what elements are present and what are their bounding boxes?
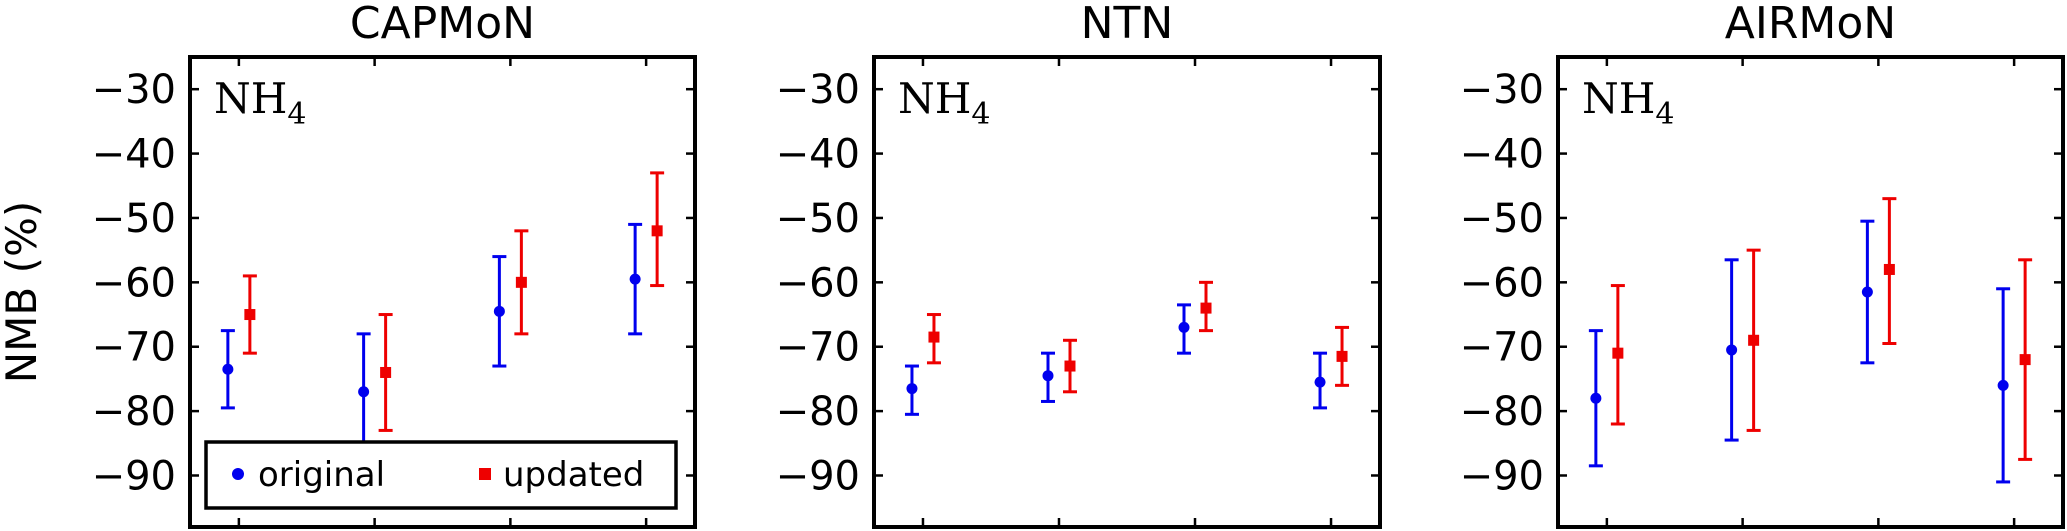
updated-point xyxy=(244,309,256,321)
panel-capmon: CAPMoN −30 −40 −50 −60 −70 −80 −90 NH4 original up… xyxy=(92,0,697,529)
original-point xyxy=(358,386,370,398)
updated-point xyxy=(515,276,527,288)
updated-point xyxy=(1612,347,1624,359)
y-tick-label: −70 xyxy=(776,325,860,371)
y-tick-label: −70 xyxy=(92,325,176,371)
updated-point xyxy=(1883,263,1895,275)
y-tick-label: −50 xyxy=(1460,196,1544,242)
panel-title: NTN xyxy=(1081,0,1174,49)
y-tick-label: −90 xyxy=(776,453,860,499)
species-label: NH4 xyxy=(898,74,990,132)
data-layer xyxy=(1588,197,2033,484)
updated-point xyxy=(1064,360,1076,372)
legend-original-label: original xyxy=(258,455,385,495)
original-point xyxy=(1178,321,1190,333)
legend-frame xyxy=(204,440,678,510)
updated-point xyxy=(1748,334,1760,346)
y-tick-label: −40 xyxy=(776,132,860,178)
data-layer xyxy=(220,171,665,484)
y-tick-label: −30 xyxy=(776,67,860,113)
original-point xyxy=(1861,286,1873,298)
updated-point xyxy=(380,366,392,378)
updated-point xyxy=(651,225,663,237)
y-tick-label: −30 xyxy=(92,67,176,113)
y-tick-label: −40 xyxy=(1460,132,1544,178)
y-axis-label: NMB (%) xyxy=(0,201,46,384)
original-point xyxy=(1997,379,2009,391)
y-tick-label: −80 xyxy=(776,389,860,435)
plot-frame xyxy=(872,55,1382,529)
plot-frame xyxy=(1556,55,2065,529)
original-point xyxy=(1726,344,1738,356)
species-subscript: 4 xyxy=(287,97,306,132)
legend-updated-label: updated xyxy=(503,455,644,495)
legend: original updated xyxy=(204,440,678,510)
updated-point xyxy=(1200,302,1212,314)
y-tick-label: −60 xyxy=(92,260,176,306)
y-tick-label: −60 xyxy=(1460,260,1544,306)
panel-ntn: NTN −30 −40 −50 −60 −70 −80 −90 NH4 xyxy=(776,0,1382,529)
y-tick-label: −40 xyxy=(92,132,176,178)
original-point xyxy=(1042,370,1054,382)
original-point xyxy=(1590,392,1602,404)
y-tick-label: −60 xyxy=(776,260,860,306)
panel-title: CAPMoN xyxy=(350,0,535,49)
plot-frame xyxy=(188,55,697,529)
original-point xyxy=(629,273,641,285)
y-tick-label: −90 xyxy=(92,453,176,499)
y-tick-label: −90 xyxy=(1460,453,1544,499)
y-tick-label: −50 xyxy=(92,196,176,242)
species-label: NH4 xyxy=(214,74,306,132)
original-point xyxy=(906,383,918,395)
species-label: NH4 xyxy=(1582,74,1674,132)
updated-point xyxy=(2019,354,2031,366)
data-layer xyxy=(904,280,1350,416)
original-point xyxy=(1314,376,1326,388)
legend-updated-marker xyxy=(479,468,491,480)
species-subscript: 4 xyxy=(1655,97,1674,132)
legend-original-marker xyxy=(232,468,244,480)
y-tick-label: −50 xyxy=(776,196,860,242)
original-point xyxy=(493,305,505,317)
updated-point xyxy=(928,331,940,343)
panel-title: AIRMoN xyxy=(1725,0,1896,49)
y-tick-label: −70 xyxy=(1460,325,1544,371)
y-tick-label: −80 xyxy=(92,389,176,435)
panel-airmon: AIRMoN −30 −40 −50 −60 −70 −80 −90 NH4 xyxy=(1460,0,2065,529)
y-tick-label: −30 xyxy=(1460,67,1544,113)
updated-point xyxy=(1336,350,1348,362)
original-point xyxy=(222,363,234,375)
y-tick-label: −80 xyxy=(1460,389,1544,435)
species-subscript: 4 xyxy=(971,97,990,132)
